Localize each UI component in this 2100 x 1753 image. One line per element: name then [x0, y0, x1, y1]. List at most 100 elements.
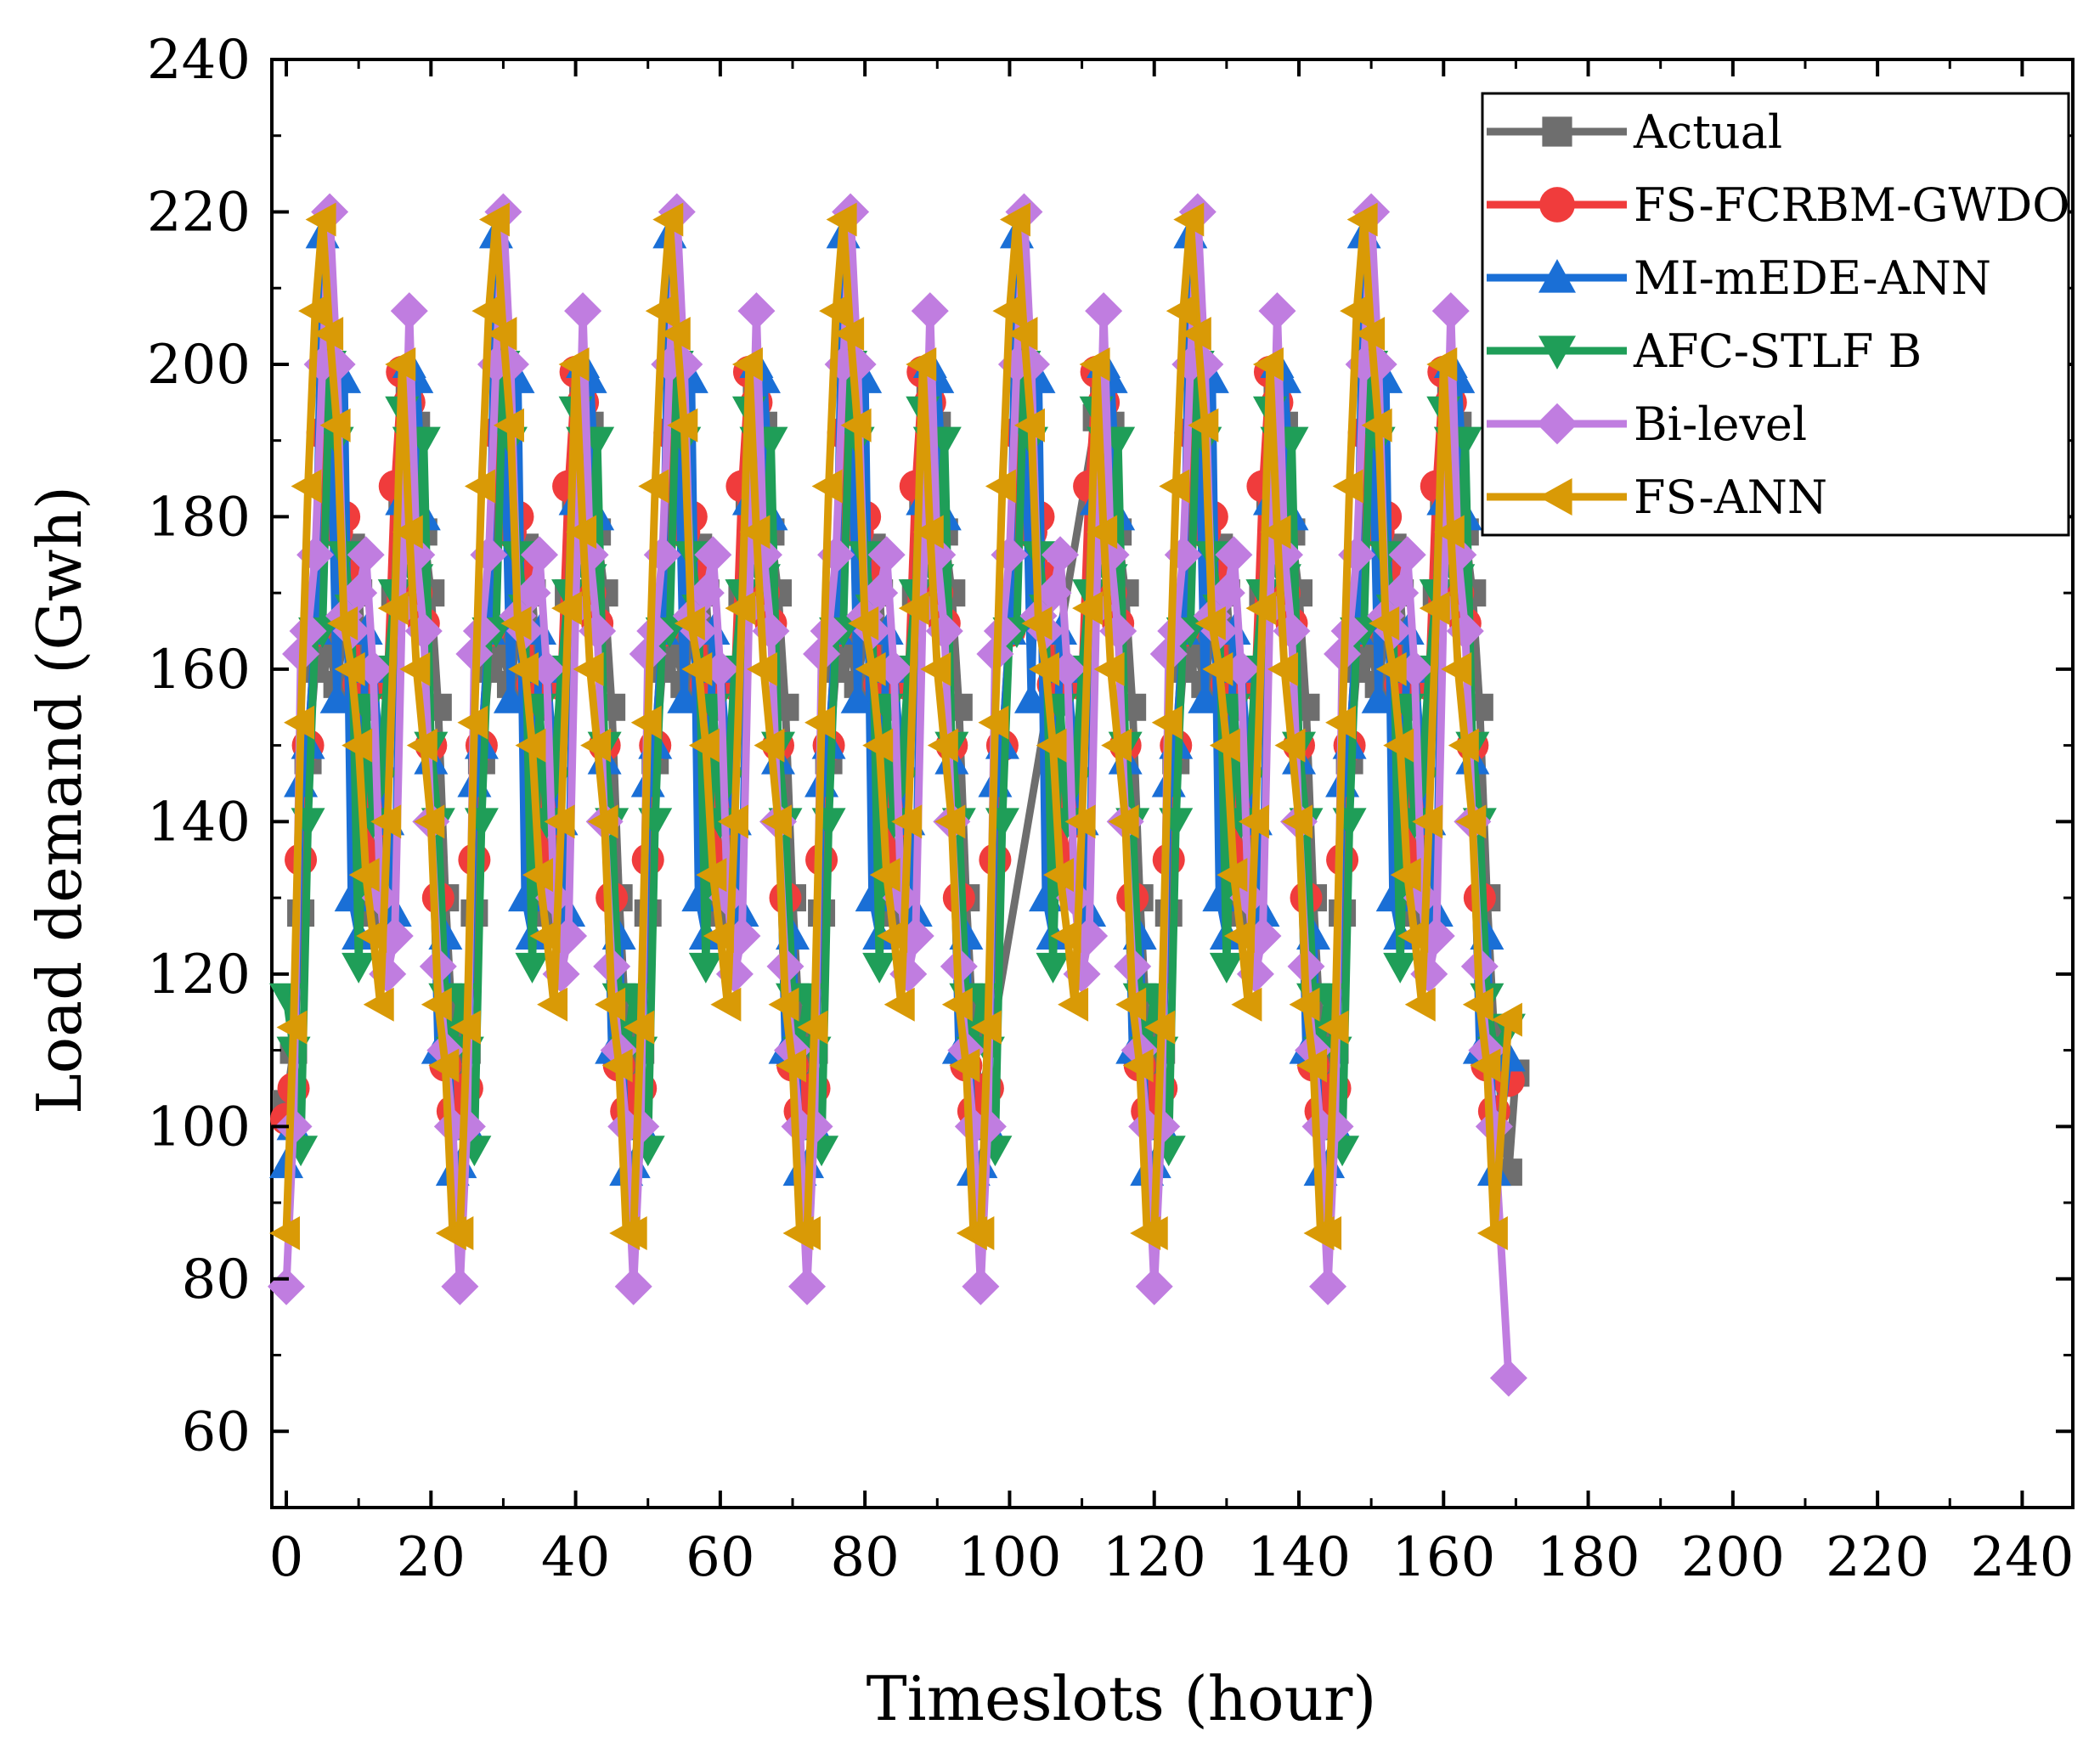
- data-point: [1245, 591, 1277, 626]
- data-point: [1157, 612, 1195, 651]
- data-point: [1441, 651, 1472, 686]
- data-point: [493, 682, 528, 713]
- data-point: [1137, 1215, 1168, 1250]
- data-point: [1064, 804, 1096, 839]
- data-point: [826, 202, 857, 237]
- data-point: [1209, 952, 1244, 984]
- data-point: [949, 1048, 980, 1083]
- data-point: [985, 469, 1016, 504]
- data-point: [1122, 1048, 1154, 1083]
- data-point: [927, 728, 958, 763]
- data-point: [992, 294, 1024, 329]
- data-point: [284, 705, 315, 740]
- data-point: [1166, 294, 1197, 329]
- data-point: [638, 469, 669, 504]
- legend-label: FS-ANN: [1634, 471, 1827, 524]
- data-point: [449, 1010, 481, 1045]
- legend-entry: Actual: [1487, 105, 1782, 159]
- y-tick-label: 160: [147, 639, 251, 702]
- data-point: [963, 1215, 995, 1250]
- y-tick-label: 120: [147, 944, 251, 1006]
- series-layer: [268, 193, 1530, 1397]
- legend-label: AFC-STLF B: [1633, 324, 1922, 378]
- data-point: [630, 705, 662, 740]
- data-point: [1375, 651, 1407, 686]
- data-point: [1448, 728, 1479, 763]
- data-point: [1369, 606, 1400, 641]
- data-point: [616, 1215, 647, 1250]
- data-point: [1007, 317, 1038, 352]
- data-point: [513, 574, 551, 612]
- data-point: [1202, 651, 1233, 686]
- data-point: [1036, 728, 1067, 763]
- data-point: [1188, 682, 1222, 713]
- data-point: [962, 1267, 1000, 1305]
- data-point: [703, 918, 734, 953]
- data-point: [1238, 804, 1269, 839]
- data-point: [1085, 292, 1123, 330]
- data-point: [1309, 1267, 1347, 1305]
- data-point: [392, 515, 423, 550]
- data-point: [810, 612, 848, 651]
- data-point: [1180, 317, 1211, 352]
- data-point: [1043, 858, 1075, 893]
- legend-swatch-marker: [1538, 335, 1576, 369]
- legend-swatch-marker: [1538, 259, 1576, 293]
- data-point: [920, 651, 951, 686]
- y-axis-label: Load demand (Gwh): [24, 486, 95, 1114]
- data-point: [861, 574, 899, 612]
- data-point: [334, 651, 365, 686]
- data-point: [869, 858, 900, 893]
- legend-swatch-marker: [1539, 187, 1575, 223]
- legend-label: Bi-level: [1634, 397, 1807, 451]
- data-point: [862, 952, 897, 984]
- data-point: [667, 682, 702, 713]
- data-point: [305, 202, 336, 237]
- data-point: [1093, 651, 1125, 686]
- data-point: [686, 574, 725, 612]
- data-point: [1346, 202, 1378, 237]
- data-point: [1476, 1215, 1508, 1250]
- data-point: [1383, 728, 1414, 763]
- data-point: [521, 536, 559, 574]
- data-point: [1332, 469, 1363, 504]
- data-point: [313, 317, 344, 352]
- data-point: [999, 202, 1030, 237]
- data-point: [1397, 918, 1429, 953]
- data-point: [1013, 408, 1045, 442]
- data-point: [1318, 1010, 1349, 1045]
- legend-entry: Bi-level: [1487, 397, 1807, 451]
- data-point: [636, 612, 675, 651]
- data-point: [1151, 705, 1183, 740]
- legend-swatch-marker: [1538, 478, 1572, 516]
- data-point: [1209, 728, 1240, 763]
- data-point: [891, 804, 923, 839]
- data-point: [1289, 987, 1320, 1022]
- data-point: [1340, 294, 1371, 329]
- data-point: [478, 202, 510, 237]
- data-point: [1252, 347, 1284, 381]
- data-point: [776, 1048, 807, 1083]
- x-tick-label: 180: [1536, 1526, 1640, 1589]
- data-point: [558, 347, 590, 381]
- data-point: [587, 804, 618, 839]
- legend-label: MI-mEDE-ANN: [1634, 251, 1991, 305]
- legend-entry: MI-mEDE-ANN: [1487, 251, 1991, 305]
- data-point: [911, 292, 949, 330]
- data-point: [710, 987, 742, 1022]
- data-point: [1144, 1010, 1176, 1045]
- tick-layer: 0 20 40 60 80 100 120 140 160 180 200 220 240 60 80 100…: [147, 29, 2075, 1589]
- data-point: [1361, 408, 1392, 442]
- data-point: [1159, 469, 1190, 504]
- data-point: [1173, 202, 1205, 237]
- data-point: [898, 591, 929, 626]
- data-point: [1223, 918, 1255, 953]
- data-point: [1188, 408, 1219, 442]
- data-point: [840, 408, 872, 442]
- data-point: [760, 804, 792, 839]
- data-point: [1426, 347, 1458, 381]
- data-point: [298, 294, 330, 329]
- y-tick-label: 140: [147, 791, 251, 854]
- data-point: [1354, 317, 1386, 352]
